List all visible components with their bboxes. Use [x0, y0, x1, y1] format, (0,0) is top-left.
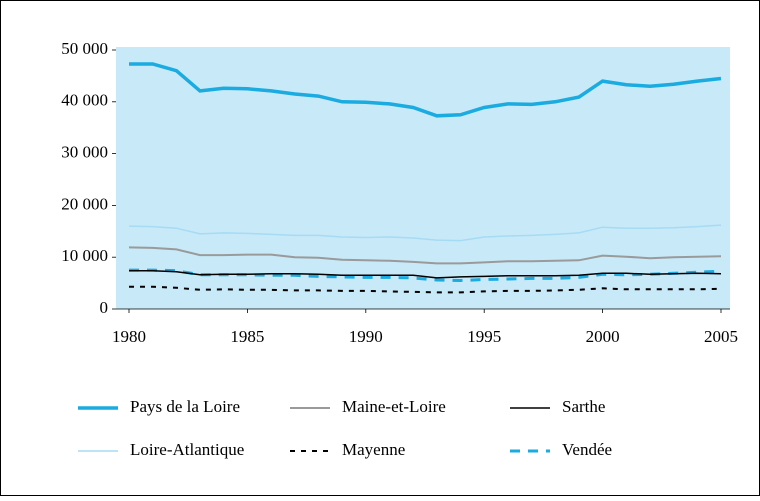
legend-label: Maine-et-Loire	[342, 397, 446, 416]
y-tick-label: 0	[100, 298, 109, 317]
x-tick-label: 1995	[467, 327, 501, 346]
legend-label: Pays de la Loire	[130, 397, 240, 416]
legend-label: Loire-Atlantique	[130, 440, 244, 459]
series-line	[129, 269, 722, 279]
x-tick-label: 1990	[349, 327, 383, 346]
legend-label: Vendée	[562, 440, 612, 459]
x-tick-label: 1980	[112, 327, 146, 346]
x-tick-label: 2005	[704, 327, 738, 346]
y-tick-label: 10 000	[61, 246, 108, 265]
series-line	[128, 224, 722, 242]
series-line	[129, 62, 722, 118]
y-tick-label: 30 000	[61, 143, 108, 162]
plot-background	[116, 47, 730, 309]
x-tick-label: 2000	[586, 327, 620, 346]
legend-label: Mayenne	[342, 440, 405, 459]
x-tick-label: 1985	[230, 327, 264, 346]
y-tick-label: 50 000	[61, 39, 108, 58]
y-tick-label: 20 000	[61, 194, 108, 213]
legend-label: Sarthe	[562, 397, 605, 416]
series-line	[128, 246, 722, 265]
y-tick-label: 40 000	[61, 91, 108, 110]
